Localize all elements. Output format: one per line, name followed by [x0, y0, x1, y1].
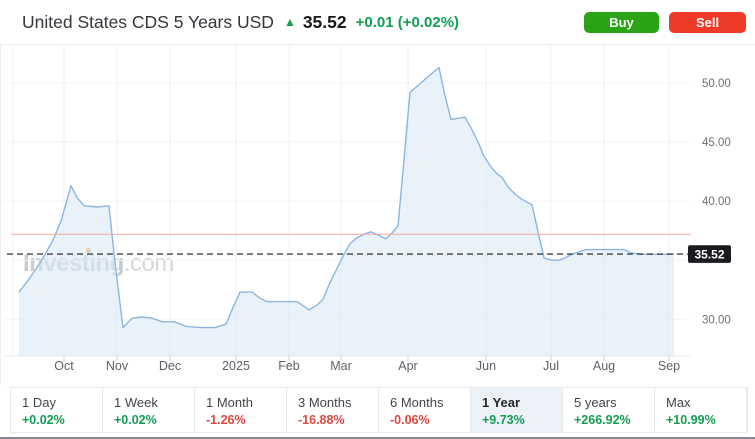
timeframe-change: -1.26% — [206, 413, 246, 427]
timeframe-tab-max[interactable]: Max +10.99% — [655, 388, 747, 432]
timeframe-tab-3-months[interactable]: 3 Months -16.88% — [287, 388, 379, 432]
current-price-badge-label: 35.52 — [694, 247, 724, 261]
timeframe-tab-5-years[interactable]: 5 years +266.92% — [563, 388, 655, 432]
timeframe-label: 1 Month — [206, 395, 253, 410]
timeframe-change: +0.02% — [22, 413, 65, 427]
x-tick-label: Apr — [398, 359, 417, 373]
price-line — [18, 66, 675, 329]
timeframe-label: 1 Week — [114, 395, 158, 410]
chart-canvas[interactable]: Oct Nov Dec 2025 Feb Mar Apr Jun Jul Aug Sep 50.00 4… — [1, 45, 755, 385]
x-tick-label: Mar — [330, 359, 352, 373]
y-tick-label: 40.00 — [702, 196, 731, 208]
price-up-arrow-icon: ▲ — [283, 15, 296, 29]
x-tick-label: Nov — [106, 359, 129, 373]
last-price: 35.52 — [302, 11, 347, 32]
timeframe-change: +10.99% — [666, 413, 716, 427]
timeframe-tab-1-day[interactable]: 1 Day +0.02% — [11, 388, 103, 432]
instrument-title: United States CDS 5 Years USD — [22, 11, 274, 32]
buy-button[interactable]: Buy — [584, 11, 659, 33]
x-tick-label: 2025 — [222, 359, 250, 373]
timeframe-label: 5 years — [574, 395, 617, 410]
timeframe-change: +0.02% — [114, 413, 157, 427]
x-tick-label: Oct — [54, 359, 74, 373]
x-tick-label: Jul — [543, 359, 559, 373]
y-tick-label: 45.00 — [702, 137, 731, 149]
timeframe-change: -0.06% — [390, 413, 430, 427]
timeframe-tab-1-year[interactable]: 1 Year +9.73% — [471, 388, 563, 432]
x-tick-label: Dec — [159, 359, 181, 373]
timeframe-label: 6 Months — [390, 395, 444, 410]
x-tick-label: Jun — [476, 359, 496, 373]
price-change: +0.01 (+0.02%) — [355, 13, 460, 31]
timeframe-tab-1-month[interactable]: 1 Month -1.26% — [195, 388, 287, 432]
y-tick-label: 30.00 — [702, 314, 731, 326]
x-tick-label: Feb — [278, 359, 300, 373]
timeframe-label: Max — [666, 395, 691, 410]
timeframe-bar: 1 Day +0.02% 1 Week +0.02% 1 Month -1.26% 3 Mo… — [10, 387, 748, 433]
timeframe-change: +9.73% — [482, 413, 525, 427]
timeframe-tab-6-months[interactable]: 6 Months -0.06% — [379, 388, 471, 432]
timeframe-change: +266.92% — [574, 413, 631, 427]
timeframe-label: 1 Day — [22, 395, 56, 410]
timeframe-label: 1 Year — [482, 395, 521, 410]
x-tick-label: Aug — [593, 359, 615, 373]
timeframe-label: 3 Months — [298, 395, 352, 410]
timeframe-change: -16.88% — [298, 413, 345, 427]
current-price-badge — [688, 245, 731, 263]
timeframe-tab-1-week[interactable]: 1 Week +0.02% — [103, 388, 195, 432]
y-tick-label: 50.00 — [702, 78, 731, 90]
price-area-fill — [19, 67, 674, 356]
sell-button[interactable]: Sell — [669, 11, 746, 33]
trade-actions: Buy Sell — [584, 11, 747, 33]
bottom-edge-line — [0, 437, 755, 439]
quote-header: United States CDS 5 Years USD ▲ 35.52 +0… — [0, 0, 755, 45]
x-tick-label: Sep — [658, 359, 680, 373]
price-chart-area: Investing.com OctNovDec2025FebMarAprJunJ… — [0, 45, 755, 385]
